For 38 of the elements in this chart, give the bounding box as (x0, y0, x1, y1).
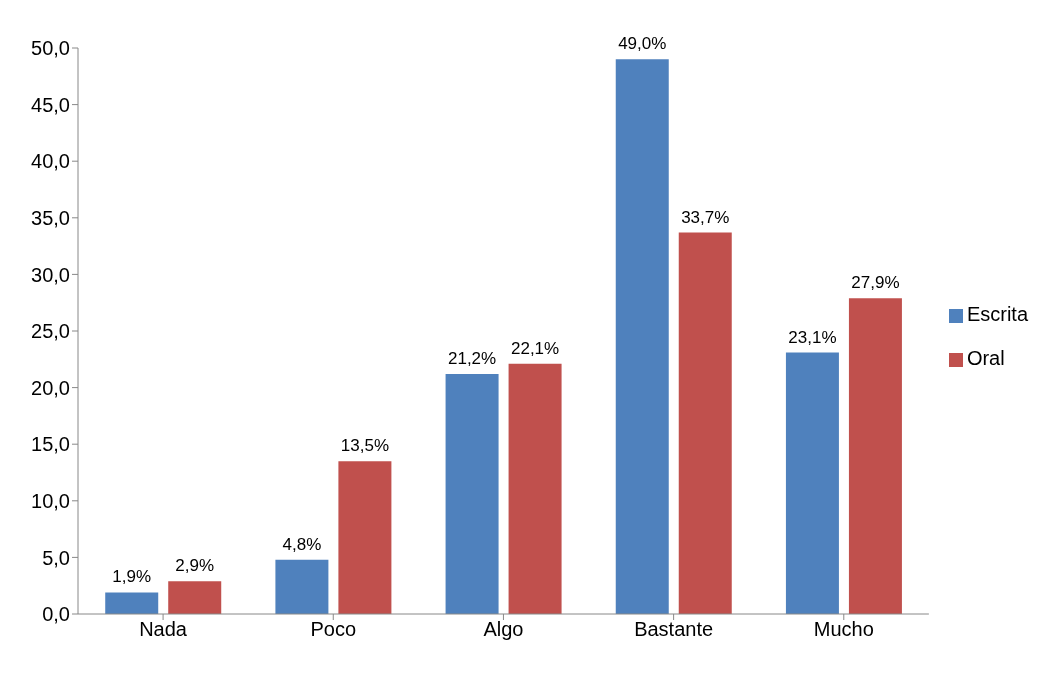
y-tick-label: 35,0 (31, 206, 70, 229)
x-tick-label: Nada (139, 618, 188, 641)
bar (508, 363, 562, 614)
data-label: 33,7% (681, 207, 730, 227)
y-tick-label: 50,0 (31, 37, 70, 60)
bar (785, 352, 839, 614)
bar (615, 59, 669, 614)
bar (338, 461, 392, 614)
bar (168, 581, 222, 614)
data-label: 2,9% (175, 556, 215, 576)
y-tick-label: 20,0 (31, 376, 70, 399)
bar (275, 559, 329, 614)
data-label: 27,9% (851, 273, 900, 293)
bar (445, 374, 499, 614)
data-label: 21,2% (447, 349, 497, 369)
bar (105, 592, 159, 614)
data-label: 1,9% (112, 567, 152, 587)
data-label: 49,0% (618, 34, 667, 54)
legend-label: Oral (966, 347, 1005, 369)
y-tick-label: 15,0 (31, 433, 70, 456)
y-tick-label: 5,0 (42, 546, 70, 569)
data-label: 23,1% (788, 327, 837, 347)
legend-label: Escrita (966, 303, 1028, 325)
x-tick-label: Bastante (634, 618, 714, 641)
y-tick-label: 25,0 (31, 320, 70, 343)
x-tick-label: Poco (310, 618, 357, 641)
x-tick-label: Mucho (813, 618, 874, 641)
y-tick-label: 0,0 (42, 603, 70, 626)
y-tick-label: 40,0 (31, 150, 70, 173)
bar (848, 298, 902, 614)
data-label: 22,1% (510, 338, 560, 358)
x-tick-label: Algo (483, 618, 524, 641)
y-tick-label: 10,0 (31, 489, 70, 512)
y-tick-label: 45,0 (31, 93, 70, 116)
bar (678, 232, 732, 614)
y-tick-label: 30,0 (31, 263, 70, 286)
data-label: 4,8% (282, 534, 322, 554)
data-label: 13,5% (340, 436, 389, 456)
